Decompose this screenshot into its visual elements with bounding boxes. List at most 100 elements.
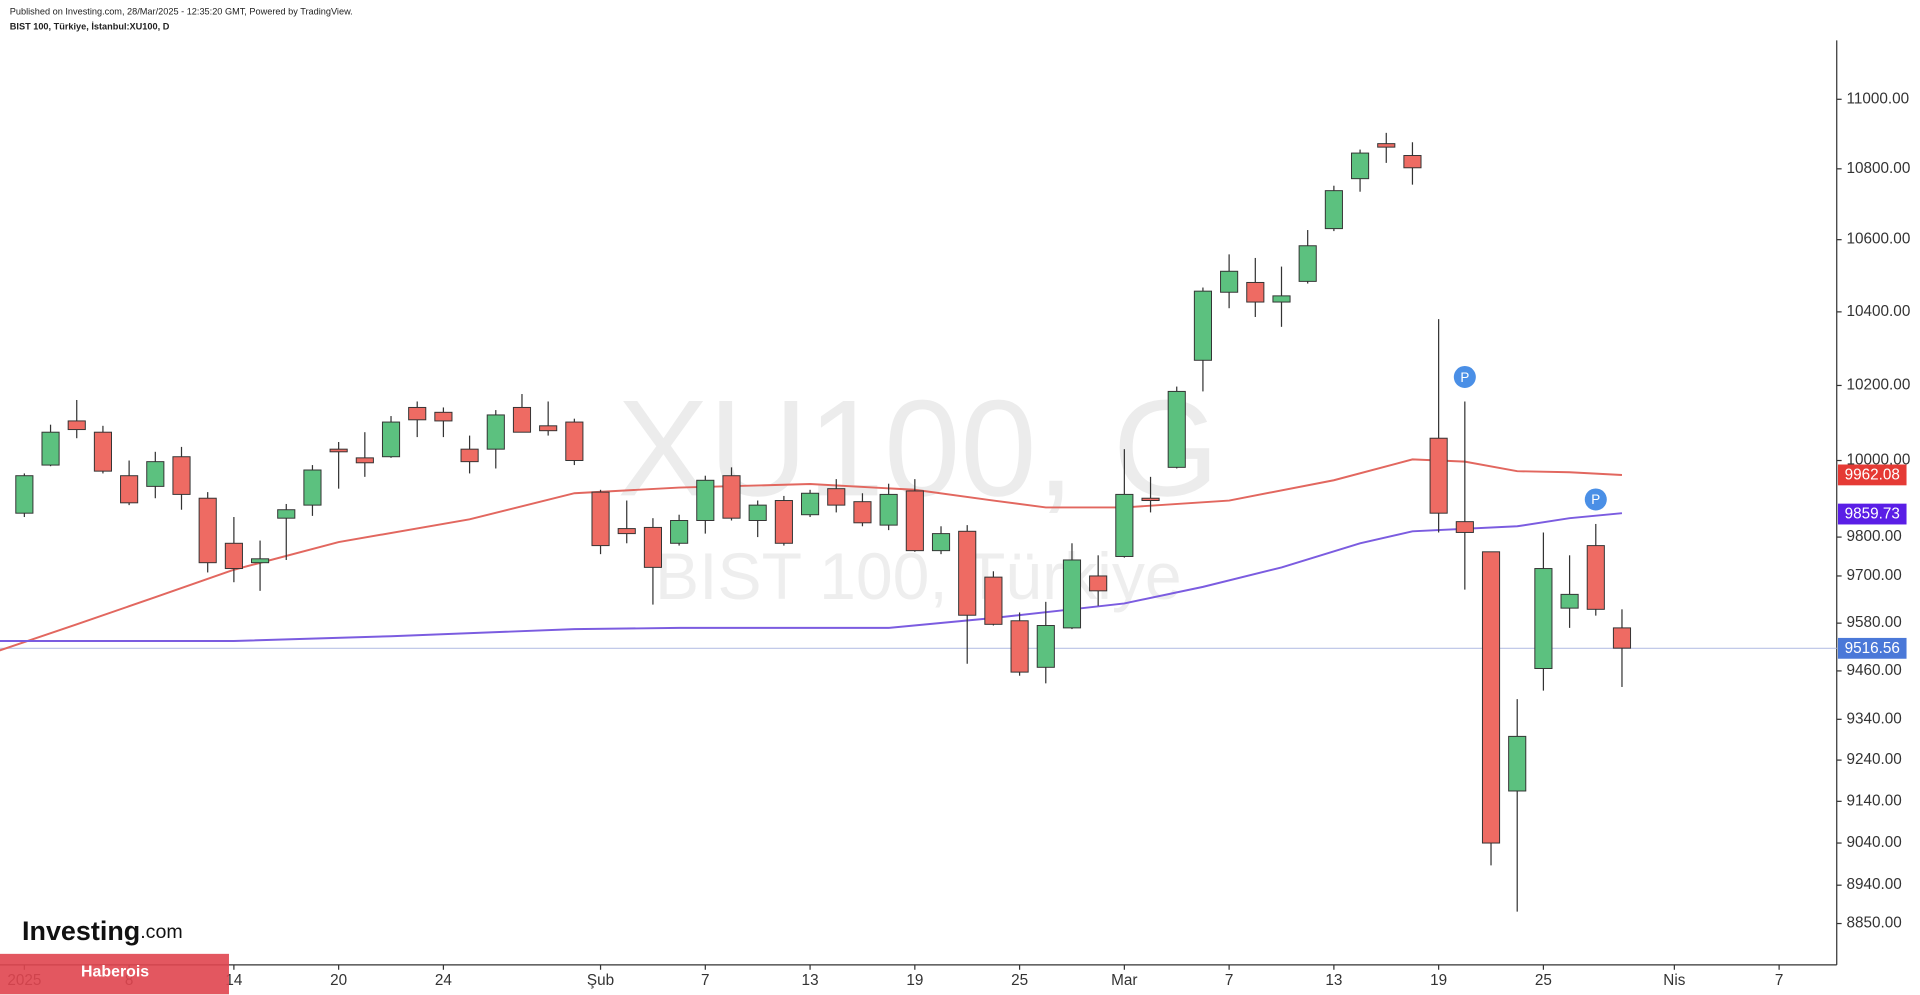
x-tick-label: 25 (1011, 972, 1028, 989)
x-tick-label: 24 (435, 972, 453, 989)
price-label: 9516.56 (1845, 640, 1900, 657)
candle-body (1115, 493, 1134, 557)
y-tick-label: 11000.00 (1847, 90, 1910, 107)
x-tick-label: 13 (1325, 972, 1342, 989)
candle-body (591, 491, 610, 547)
candle-body (905, 490, 924, 552)
y-tick-label: 10000.00 (1847, 452, 1911, 469)
candle-body (172, 456, 191, 495)
banner-bg (0, 953, 229, 995)
candle-body (303, 469, 322, 506)
event-marker (1453, 365, 1476, 389)
x-tick-label: 20 (330, 972, 347, 989)
x-tick-label: 7 (1775, 972, 1784, 989)
candle-body (1534, 568, 1553, 670)
candle-body (1010, 620, 1029, 673)
y-tick-label: 9800.00 (1847, 528, 1902, 545)
y-tick-label: 8850.00 (1847, 915, 1902, 932)
candle-body (120, 475, 139, 504)
y-tick-label: 9140.00 (1847, 792, 1902, 809)
y-tick-label: 9460.00 (1847, 662, 1902, 679)
candle-body (774, 500, 793, 544)
logo-main: Investing (22, 916, 140, 946)
x-tick-label: 13 (802, 972, 819, 989)
logo-suffix: .com (140, 921, 182, 943)
candle-body (1272, 295, 1291, 303)
candle-body (486, 414, 505, 450)
candle-body (1193, 290, 1212, 361)
plot: 11000.00 10800.00 10600.00 10400.00 10200.00… (0, 90, 1910, 989)
candle-body (931, 533, 951, 552)
candle-body (748, 504, 767, 521)
candle-body (958, 530, 977, 616)
moving-average (0, 458, 1623, 652)
candle-body (1324, 190, 1343, 230)
event-marker-label: P (1460, 370, 1469, 385)
y-tick-label: 8940.00 (1847, 876, 1902, 893)
candle-body (460, 448, 479, 463)
candle-body (329, 448, 348, 453)
candle-body (1167, 390, 1186, 468)
y-tick-label: 9340.00 (1847, 710, 1902, 727)
x-tick-label: 7 (701, 972, 710, 989)
candle-body (1351, 152, 1370, 180)
x-tick-label: Şub (587, 972, 614, 989)
candle-body (67, 420, 86, 431)
candle-body (1036, 625, 1055, 668)
candle-body (1141, 497, 1160, 502)
candle-body (617, 528, 636, 535)
overlay: Investing.com Haberois (0, 916, 229, 995)
candle-body (696, 479, 715, 521)
candle-body (277, 509, 296, 519)
candle-body (1481, 551, 1501, 844)
event-marker-label: P (1591, 492, 1600, 507)
price-label-bg (1837, 637, 1907, 659)
candle-body (984, 576, 1003, 625)
candle-body (381, 421, 401, 458)
candle-body (1586, 545, 1605, 610)
candle-body (827, 488, 846, 506)
candle-body (1403, 155, 1422, 169)
candle-body (1062, 559, 1082, 629)
y-tick-label: 10600.00 (1847, 231, 1911, 248)
price-label-bg (1837, 464, 1907, 486)
candle-body (1089, 575, 1108, 592)
candle-body (879, 493, 898, 526)
candle-body (1220, 270, 1239, 293)
event-marker (1584, 488, 1607, 511)
candle-body (1560, 593, 1579, 609)
published-note: Published on Investing.com, 28/Mar/2025 … (10, 7, 353, 17)
banner: Haberois (81, 963, 149, 980)
candle-body (1429, 437, 1448, 514)
candle-body (224, 542, 243, 570)
candle-body (198, 497, 217, 564)
x-tick-label: 7 (1225, 972, 1234, 989)
x-tick-label: 19 (1430, 972, 1447, 989)
candle-body (1298, 245, 1317, 282)
candle-body (408, 406, 427, 421)
candle-body (853, 501, 872, 524)
symbol-info: BIST 100, Türkiye, İstanbul:XU100, D (10, 21, 170, 31)
price-label: 9962.08 (1845, 467, 1900, 484)
candle-body (643, 526, 662, 568)
candle-body (146, 461, 165, 487)
candle-body (1612, 627, 1632, 649)
y-tick-label: 10200.00 (1847, 377, 1911, 394)
candle-body (93, 431, 112, 472)
x-tick-label: 19 (906, 972, 923, 989)
candle-body (670, 520, 689, 544)
x-tick-label: Nis (1663, 972, 1685, 989)
candle-body (41, 431, 60, 466)
y-tick-label: 10800.00 (1847, 160, 1911, 177)
y-tick-label: 9240.00 (1847, 751, 1902, 768)
y-tick-label: 9040.00 (1847, 834, 1902, 851)
candle-body (251, 558, 270, 564)
x-tick-label: Mar (1111, 972, 1137, 989)
candle-body (1455, 521, 1474, 533)
candle-body (722, 475, 741, 519)
y-tick-label: 10400.00 (1847, 303, 1911, 320)
candle-body (565, 421, 584, 462)
x-tick-label: 25 (1535, 972, 1552, 989)
logo: Investing.com (22, 916, 183, 946)
